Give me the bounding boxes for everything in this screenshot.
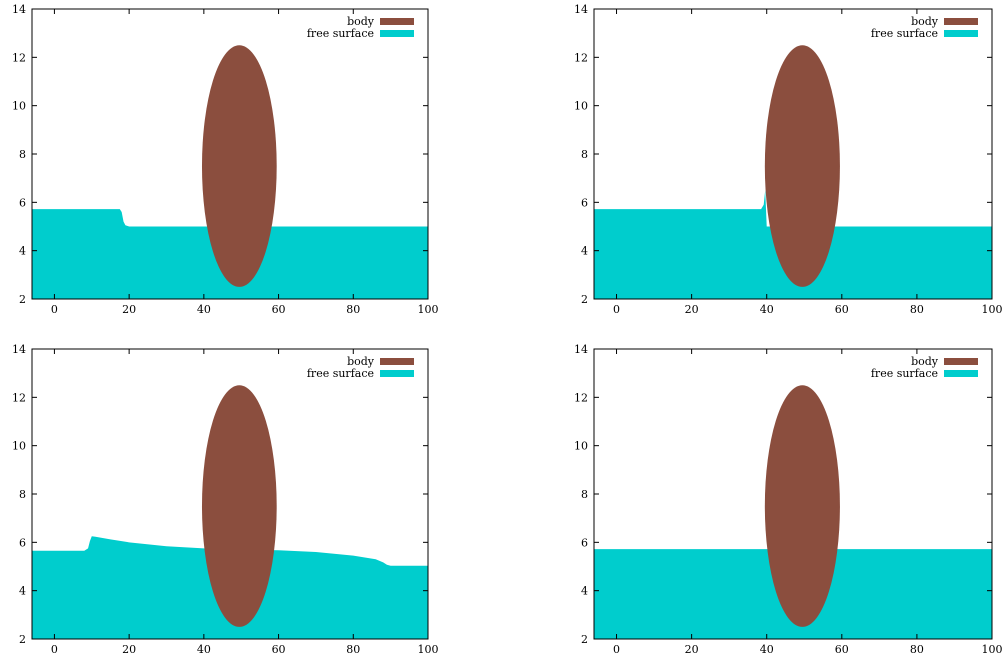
x-tick-label: 80 — [910, 643, 924, 656]
y-tick-label: 14 — [12, 3, 26, 16]
x-tick-label: 0 — [613, 303, 620, 316]
legend-label: free surface — [871, 27, 938, 40]
legend-swatch — [380, 30, 414, 37]
x-tick-label: 40 — [197, 303, 211, 316]
x-tick-label: 40 — [760, 643, 774, 656]
legend-swatch — [944, 370, 978, 377]
body-ellipse — [764, 385, 840, 627]
x-tick-label: 80 — [346, 303, 360, 316]
y-tick-label: 8 — [581, 488, 588, 501]
x-tick-label: 20 — [685, 643, 699, 656]
y-tick-label: 4 — [19, 585, 26, 598]
y-tick-label: 6 — [581, 536, 588, 549]
x-tick-label: 20 — [685, 303, 699, 316]
legend-label: body — [347, 15, 375, 28]
legend-label: body — [911, 355, 939, 368]
x-tick-label: 60 — [272, 643, 286, 656]
y-tick-label: 14 — [12, 343, 26, 356]
x-tick-label: 20 — [122, 303, 136, 316]
y-tick-label: 6 — [19, 196, 26, 209]
y-tick-label: 6 — [581, 196, 588, 209]
y-tick-label: 8 — [19, 488, 26, 501]
y-tick-label: 6 — [19, 536, 26, 549]
plot-area — [594, 385, 992, 639]
legend-label: body — [911, 15, 939, 28]
y-tick-label: 10 — [12, 100, 26, 113]
plot-area — [594, 45, 992, 299]
y-tick-label: 2 — [19, 293, 26, 306]
x-tick-label: 0 — [51, 303, 58, 316]
y-tick-label: 4 — [581, 245, 588, 258]
legend-label: body — [347, 355, 375, 368]
legend-swatch — [380, 358, 414, 365]
x-tick-label: 60 — [835, 303, 849, 316]
plot-area — [32, 45, 428, 299]
y-tick-label: 10 — [12, 440, 26, 453]
x-tick-label: 0 — [613, 643, 620, 656]
y-tick-label: 2 — [581, 633, 588, 646]
y-tick-label: 12 — [574, 51, 588, 64]
x-tick-label: 40 — [197, 643, 211, 656]
x-tick-label: 80 — [910, 303, 924, 316]
x-tick-label: 60 — [835, 643, 849, 656]
y-tick-label: 12 — [12, 391, 26, 404]
y-tick-label: 10 — [574, 100, 588, 113]
x-tick-label: 20 — [122, 643, 136, 656]
y-tick-label: 14 — [574, 343, 588, 356]
legend-label: free surface — [307, 367, 374, 380]
legend-swatch — [944, 18, 978, 25]
x-tick-label: 0 — [51, 643, 58, 656]
legend-swatch — [380, 18, 414, 25]
y-tick-label: 8 — [19, 148, 26, 161]
legend-swatch — [944, 30, 978, 37]
y-tick-label: 14 — [574, 3, 588, 16]
body-ellipse — [201, 45, 277, 287]
y-tick-label: 12 — [574, 391, 588, 404]
y-tick-label: 12 — [12, 51, 26, 64]
y-tick-label: 10 — [574, 440, 588, 453]
body-ellipse — [764, 45, 840, 287]
x-tick-label: 40 — [760, 303, 774, 316]
x-tick-label: 80 — [346, 643, 360, 656]
legend-label: free surface — [307, 27, 374, 40]
x-tick-label: 100 — [418, 643, 439, 656]
y-tick-label: 4 — [581, 585, 588, 598]
x-tick-label: 60 — [272, 303, 286, 316]
legend-label: free surface — [871, 367, 938, 380]
y-tick-label: 2 — [19, 633, 26, 646]
y-tick-label: 8 — [581, 148, 588, 161]
x-tick-label: 100 — [982, 643, 1003, 656]
plot-area — [32, 385, 428, 639]
legend-swatch — [380, 370, 414, 377]
y-tick-label: 2 — [581, 293, 588, 306]
x-tick-label: 100 — [982, 303, 1003, 316]
body-ellipse — [201, 385, 277, 627]
y-tick-label: 4 — [19, 245, 26, 258]
x-tick-label: 100 — [418, 303, 439, 316]
legend-swatch — [944, 358, 978, 365]
